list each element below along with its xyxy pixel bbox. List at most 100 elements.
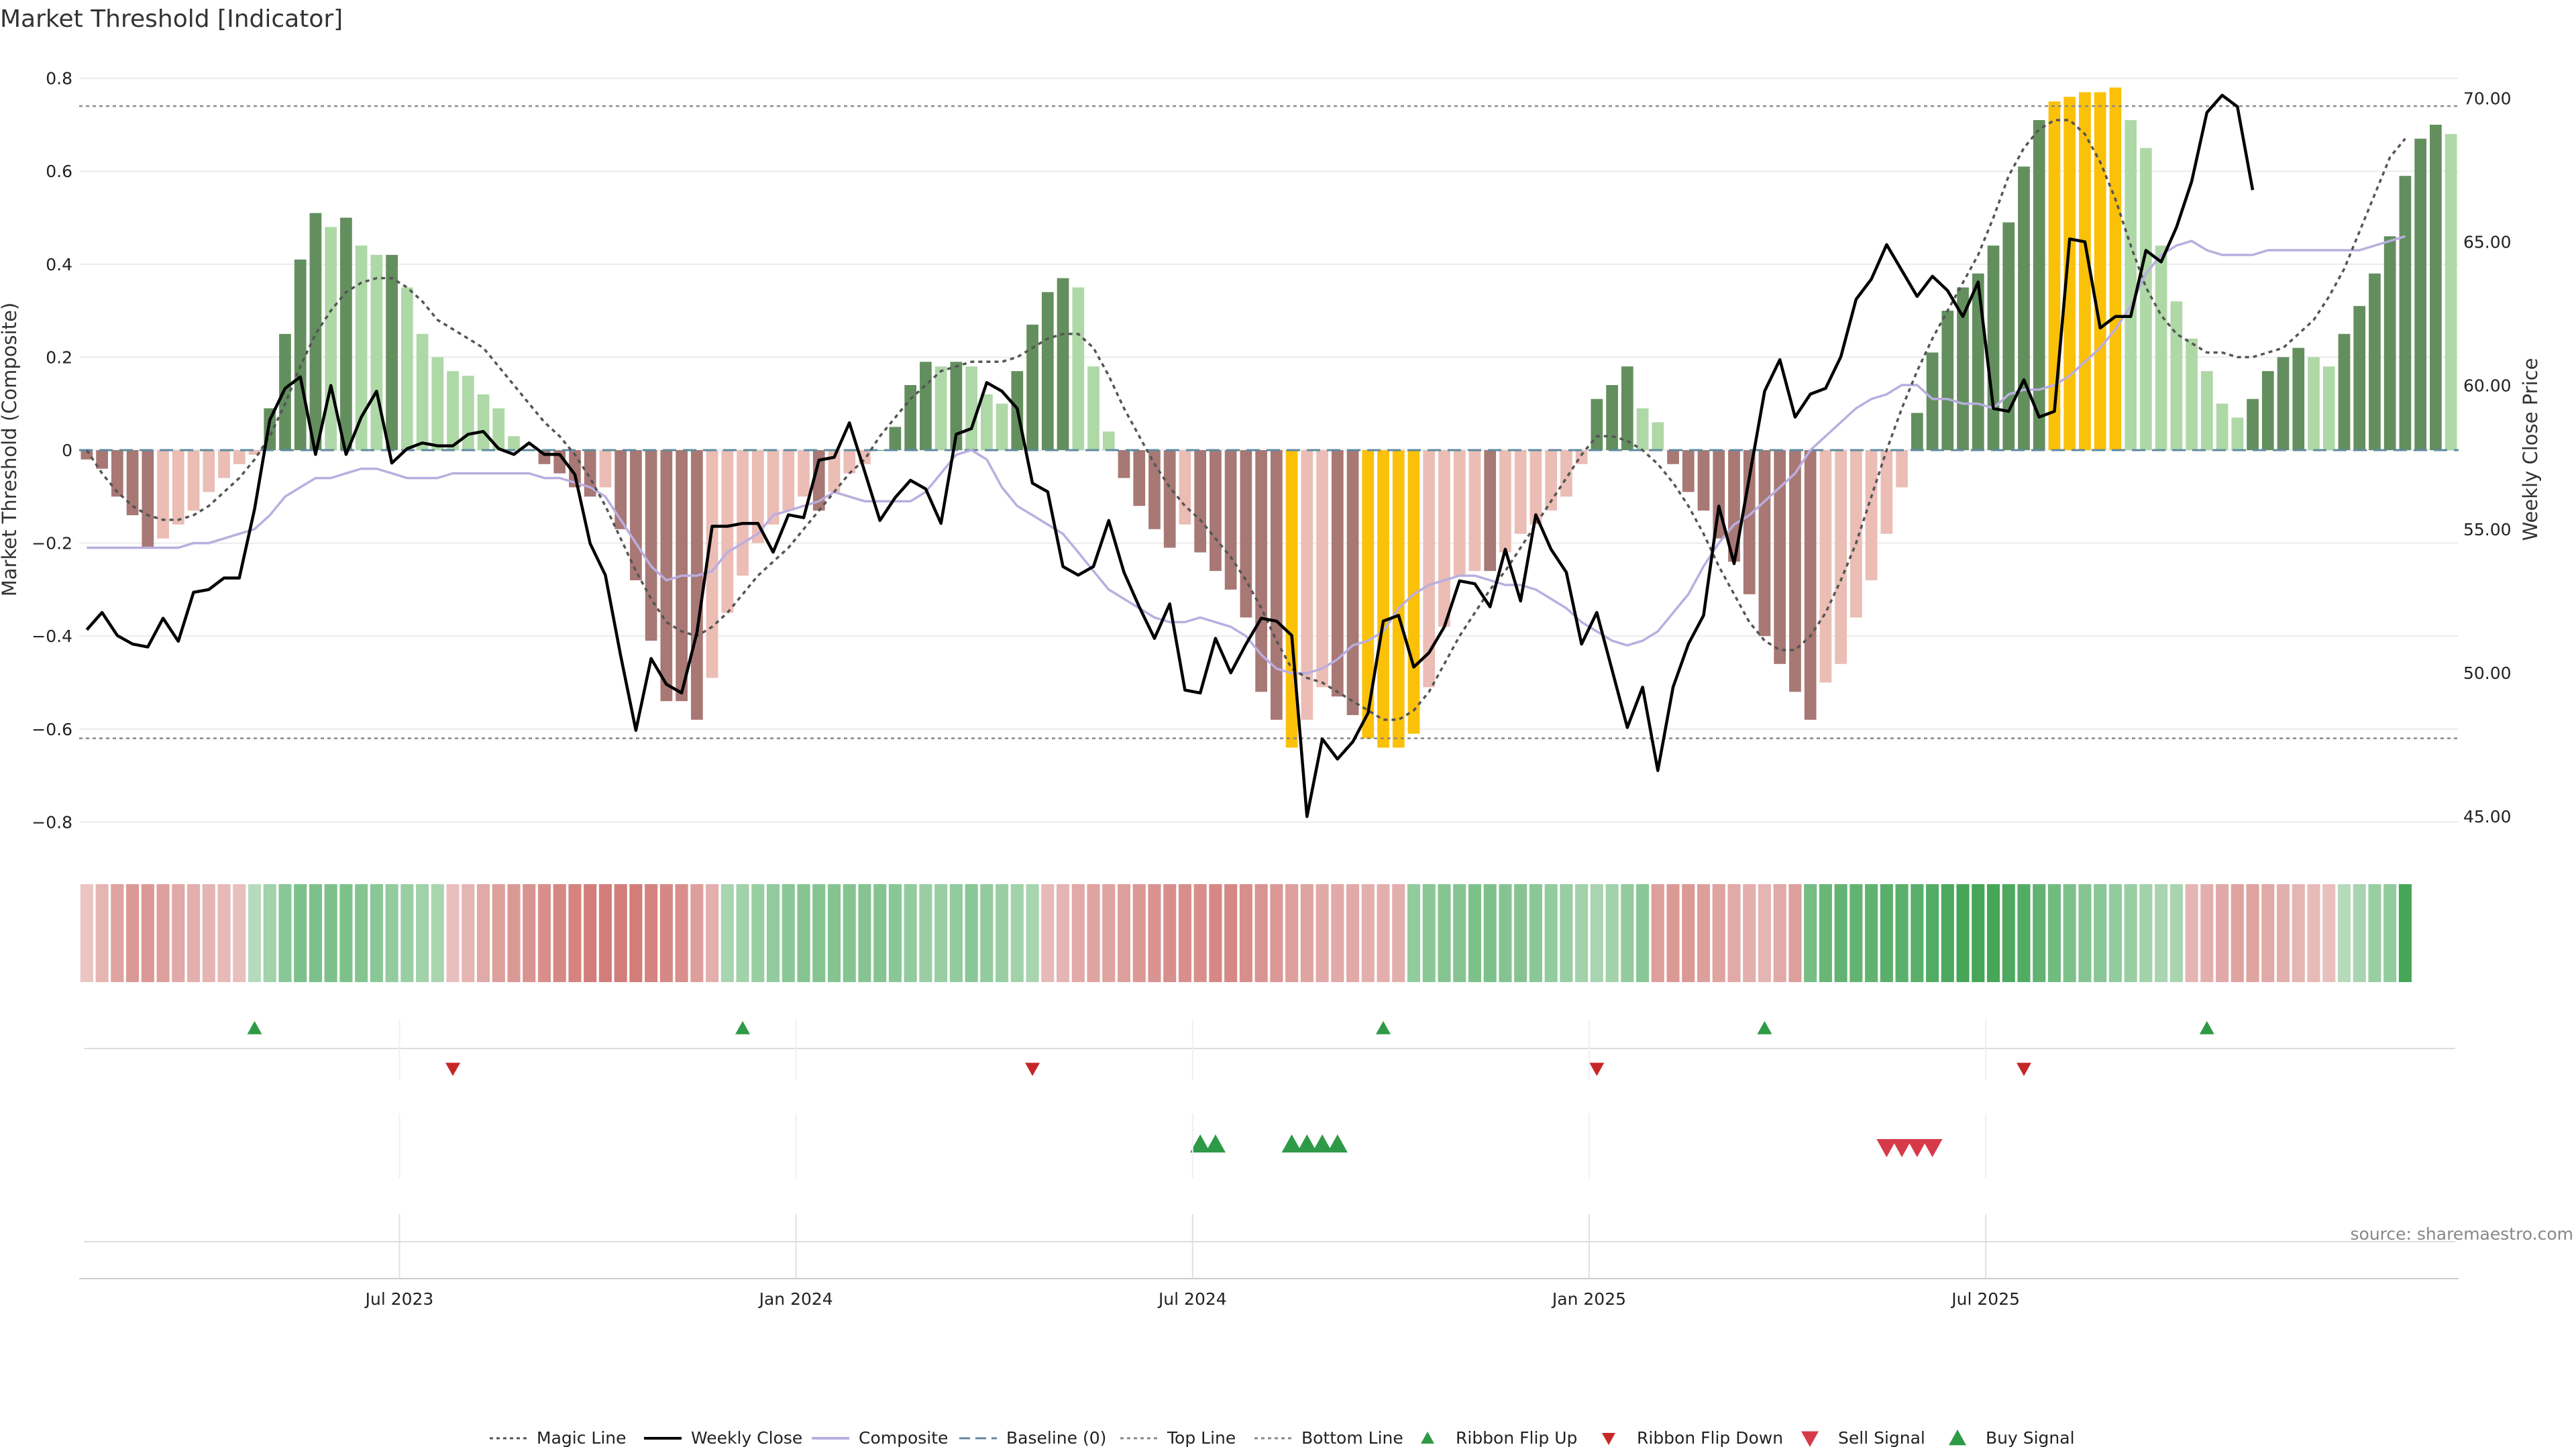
ribbon-cell: [2200, 884, 2214, 982]
legend-label: Sell Signal: [1838, 1428, 1925, 1448]
buy-signal-marker: [1190, 1134, 1211, 1152]
ribbon-cell: [156, 884, 170, 982]
ribbon-cell: [659, 884, 673, 982]
ribbon-cell: [568, 884, 582, 982]
ribbon-cell: [1071, 884, 1085, 982]
ribbon-cell: [690, 884, 704, 982]
legend-label: Top Line: [1167, 1428, 1236, 1448]
composite-bar: [386, 254, 398, 450]
legend-item: Sell Signal: [1801, 1428, 1925, 1448]
ribbon-cell: [2292, 884, 2305, 982]
legend-swatch: [1602, 1433, 1615, 1445]
ribbon-cell: [172, 884, 185, 982]
x-tick-label: Jul 2025: [1950, 1289, 2020, 1309]
ribbon-cell: [904, 884, 917, 982]
ribbon-cell: [2094, 884, 2107, 982]
ribbon-cell: [1316, 884, 1329, 982]
composite-bar: [1468, 450, 1481, 572]
ribbon-cell: [706, 884, 719, 982]
composite-bar: [1087, 366, 1099, 450]
composite-bar: [96, 450, 108, 469]
ribbon-cell: [782, 884, 795, 982]
x-axis: Jul 2023 Jan 2024 Jul 2024 Jan 2025 Jul 2025: [79, 1020, 2459, 1309]
composite-bar: [2383, 236, 2396, 450]
ribbon-cell: [1026, 884, 1039, 982]
composite-bar: [599, 450, 612, 488]
ribbon-cell: [80, 884, 93, 982]
sell-signal-marker: [1876, 1139, 1897, 1157]
ribbon-cell: [919, 884, 932, 982]
ribbon-cell: [355, 884, 368, 982]
buy-signal-marker: [1312, 1134, 1333, 1152]
ribbon-cell: [1499, 884, 1512, 982]
right-axis-label: Weekly Close Price: [2519, 358, 2542, 541]
ribbon-cell: [400, 884, 414, 982]
legend-label: Ribbon Flip Up: [1456, 1428, 1577, 1448]
composite-bar: [721, 450, 734, 613]
composite-bar: [1118, 450, 1130, 478]
composite-bar: [2445, 133, 2457, 451]
right-tick-label: 45.00: [2463, 807, 2512, 826]
composite-bar: [1194, 450, 1207, 553]
sell-signal-marker: [1892, 1139, 1913, 1157]
ribbon-cell: [553, 884, 566, 982]
composite-bar: [1499, 450, 1511, 553]
composite-bar: [111, 450, 123, 497]
ribbon-cell: [1483, 884, 1497, 982]
legend-item: Magic Line: [490, 1428, 627, 1448]
ribbon-cell: [1331, 884, 1344, 982]
composite-bar: [2292, 347, 2305, 450]
composite-bar: [798, 450, 810, 497]
composite-bar: [569, 450, 581, 488]
composite-bar: [1911, 413, 1923, 450]
composite-bar: [828, 450, 841, 492]
composite-bar: [80, 450, 93, 460]
composite-bar: [492, 408, 505, 450]
composite-bar: [462, 376, 474, 450]
composite-bar: [1179, 450, 1191, 525]
composite-bar: [142, 450, 154, 548]
sell-signal-marker: [1907, 1139, 1927, 1157]
right-tick-label: 60.00: [2463, 376, 2512, 396]
composite-bar: [400, 287, 413, 450]
main-plot: [79, 87, 2459, 818]
ribbon-cell: [1880, 884, 1893, 982]
composite-bar: [690, 450, 703, 720]
left-tick-label: −0.8: [32, 812, 72, 832]
composite-bar: [1789, 450, 1801, 692]
composite-bar: [812, 450, 825, 511]
ribbon-cell: [1773, 884, 1786, 982]
composite-bar: [1560, 450, 1572, 497]
composite-bar: [1987, 246, 2000, 450]
composite-bar: [1667, 450, 1679, 464]
chart-title: Market Threshold [Indicator]: [0, 5, 343, 33]
composite-bar: [1453, 450, 1466, 576]
composite-bar: [873, 450, 886, 451]
ribbon-cell: [1804, 884, 1817, 982]
ribbon-cell: [1010, 884, 1024, 982]
ribbon-cell: [629, 884, 643, 982]
composite-bar: [920, 362, 932, 450]
ribbon-cell: [111, 884, 124, 982]
ribbon-cell: [1056, 884, 1070, 982]
ribbon-cell: [1224, 884, 1238, 982]
composite-bar: [2261, 371, 2274, 450]
ribbon-cell: [873, 884, 887, 982]
composite-bar: [1102, 431, 1115, 450]
composite-bar: [233, 450, 246, 464]
buy-signal-marker: [1297, 1134, 1318, 1152]
composite-bar: [187, 450, 200, 511]
legend-label: Baseline (0): [1006, 1428, 1106, 1448]
ribbon-cell: [1834, 884, 1847, 982]
composite-bar: [2155, 246, 2167, 450]
ribbon-cell: [1743, 884, 1756, 982]
composite-bar: [1224, 450, 1237, 590]
ribbon-cell: [476, 884, 490, 982]
composite-bar: [1972, 273, 1984, 450]
composite-bar: [2322, 366, 2335, 450]
ribbon-cell: [1788, 884, 1802, 982]
composite-bar: [2308, 357, 2320, 450]
ribbon-cell: [2353, 884, 2366, 982]
ribbon-flip-up-marker: [2199, 1021, 2214, 1034]
ribbon-cell: [1468, 884, 1482, 982]
